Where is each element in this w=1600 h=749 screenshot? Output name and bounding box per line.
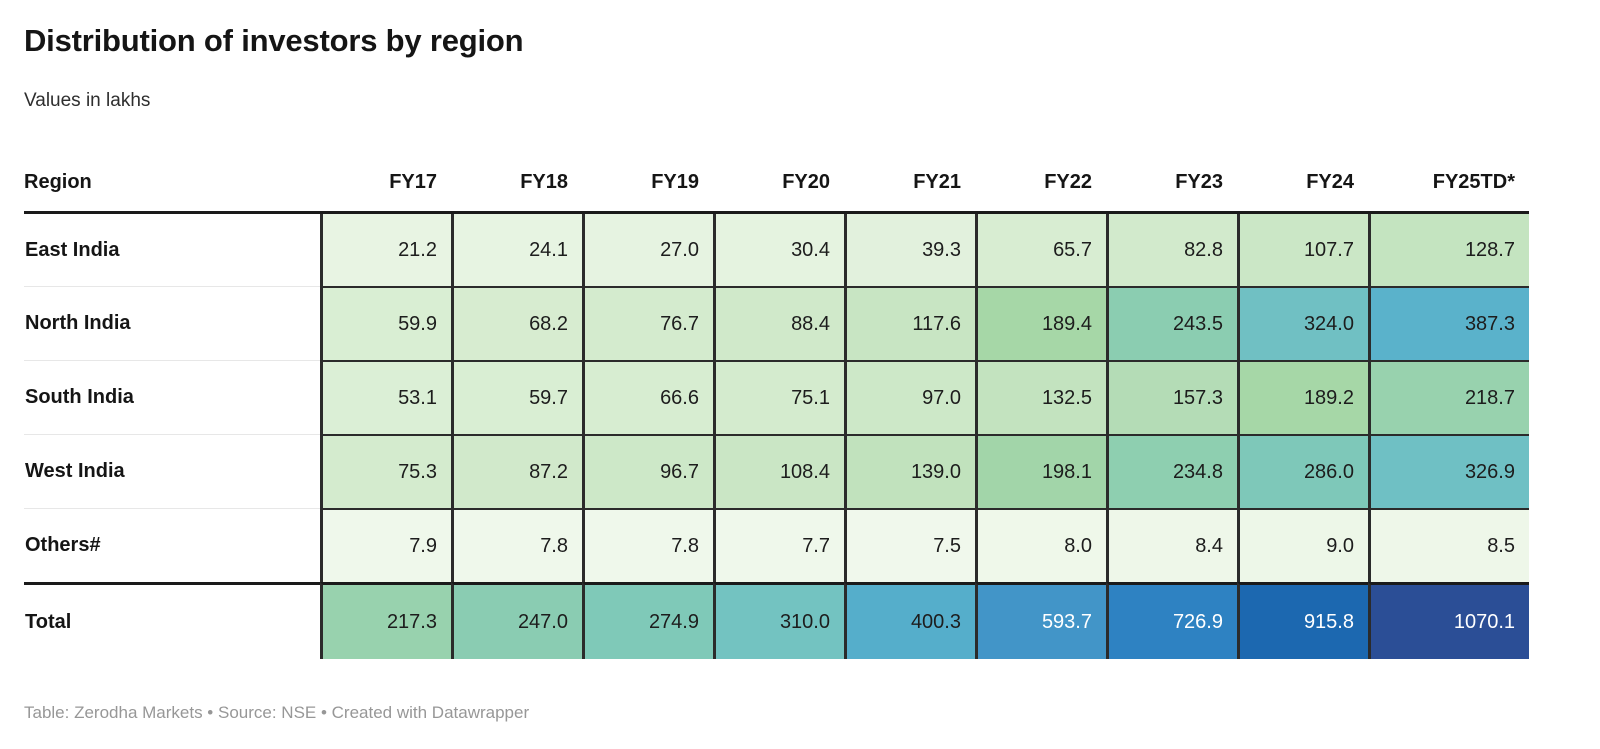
value-cell: 108.4 <box>713 434 844 508</box>
row-label: West India <box>24 434 320 508</box>
column-header-fy20: FY20 <box>713 161 844 214</box>
value-cell: 7.5 <box>844 508 975 582</box>
value-cell: 8.5 <box>1368 508 1529 582</box>
column-header-fy21: FY21 <box>844 161 975 214</box>
value-cell: 198.1 <box>975 434 1106 508</box>
value-cell: 310.0 <box>713 582 844 659</box>
column-header-fy22: FY22 <box>975 161 1106 214</box>
column-header-fy24: FY24 <box>1237 161 1368 214</box>
value-cell: 593.7 <box>975 582 1106 659</box>
value-cell: 286.0 <box>1237 434 1368 508</box>
value-cell: 387.3 <box>1368 286 1529 360</box>
column-header-fy23: FY23 <box>1106 161 1237 214</box>
value-cell: 39.3 <box>844 214 975 286</box>
table-row-total: Total 217.3 247.0 274.9 310.0 400.3 593.7 726.9… <box>24 582 1529 659</box>
value-cell: 59.9 <box>320 286 451 360</box>
value-cell: 139.0 <box>844 434 975 508</box>
value-cell: 30.4 <box>713 214 844 286</box>
value-cell: 915.8 <box>1237 582 1368 659</box>
value-cell: 66.6 <box>582 360 713 434</box>
value-cell: 21.2 <box>320 214 451 286</box>
value-cell: 7.7 <box>713 508 844 582</box>
value-cell: 87.2 <box>451 434 582 508</box>
investors-by-region-table: Region FY17 FY18 FY19 FY20 FY21 FY22 FY23 FY24 F… <box>24 161 1529 659</box>
value-cell: 97.0 <box>844 360 975 434</box>
value-cell: 9.0 <box>1237 508 1368 582</box>
value-cell: 132.5 <box>975 360 1106 434</box>
value-cell: 7.8 <box>582 508 713 582</box>
value-cell: 157.3 <box>1106 360 1237 434</box>
value-cell: 75.3 <box>320 434 451 508</box>
table-row: Others# 7.9 7.8 7.8 7.7 7.5 8.0 8.4 9.0 8.5 <box>24 508 1529 582</box>
chart-subtitle: Values in lakhs <box>24 90 151 111</box>
value-cell: 68.2 <box>451 286 582 360</box>
column-header-region: Region <box>24 161 320 214</box>
row-label: North India <box>24 286 320 360</box>
value-cell: 189.2 <box>1237 360 1368 434</box>
value-cell: 65.7 <box>975 214 1106 286</box>
table-row: West India 75.3 87.2 96.7 108.4 139.0 198.1 234… <box>24 434 1529 508</box>
value-cell: 8.4 <box>1106 508 1237 582</box>
value-cell: 8.0 <box>975 508 1106 582</box>
value-cell: 7.8 <box>451 508 582 582</box>
value-cell: 326.9 <box>1368 434 1529 508</box>
row-label: East India <box>24 214 320 286</box>
value-cell: 243.5 <box>1106 286 1237 360</box>
value-cell: 59.7 <box>451 360 582 434</box>
header-row: Region FY17 FY18 FY19 FY20 FY21 FY22 FY23 FY24 F… <box>24 161 1529 214</box>
value-cell: 76.7 <box>582 286 713 360</box>
table-body: East India 21.2 24.1 27.0 30.4 39.3 65.7 82.8 10… <box>24 214 1529 659</box>
value-cell: 75.1 <box>713 360 844 434</box>
row-label: South India <box>24 360 320 434</box>
value-cell: 234.8 <box>1106 434 1237 508</box>
value-cell: 117.6 <box>844 286 975 360</box>
value-cell: 88.4 <box>713 286 844 360</box>
value-cell: 189.4 <box>975 286 1106 360</box>
value-cell: 7.9 <box>320 508 451 582</box>
column-header-fy25td: FY25TD* <box>1368 161 1529 214</box>
value-cell: 247.0 <box>451 582 582 659</box>
value-cell: 96.7 <box>582 434 713 508</box>
value-cell: 1070.1 <box>1368 582 1529 659</box>
value-cell: 274.9 <box>582 582 713 659</box>
column-header-fy17: FY17 <box>320 161 451 214</box>
value-cell: 82.8 <box>1106 214 1237 286</box>
value-cell: 217.3 <box>320 582 451 659</box>
value-cell: 128.7 <box>1368 214 1529 286</box>
value-cell: 53.1 <box>320 360 451 434</box>
table-row: North India 59.9 68.2 76.7 88.4 117.6 189.4 243… <box>24 286 1529 360</box>
row-label: Total <box>24 582 320 659</box>
value-cell: 24.1 <box>451 214 582 286</box>
row-label: Others# <box>24 508 320 582</box>
column-header-fy19: FY19 <box>582 161 713 214</box>
table-row: East India 21.2 24.1 27.0 30.4 39.3 65.7 82.8 10… <box>24 214 1529 286</box>
value-cell: 726.9 <box>1106 582 1237 659</box>
page-title: Distribution of investors by region <box>24 23 524 58</box>
value-cell: 218.7 <box>1368 360 1529 434</box>
value-cell: 324.0 <box>1237 286 1368 360</box>
value-cell: 400.3 <box>844 582 975 659</box>
value-cell: 27.0 <box>582 214 713 286</box>
chart-footer-attribution: Table: Zerodha Markets • Source: NSE • C… <box>24 703 530 722</box>
column-header-fy18: FY18 <box>451 161 582 214</box>
table-header: Region FY17 FY18 FY19 FY20 FY21 FY22 FY23 FY24 F… <box>24 161 1529 214</box>
value-cell: 107.7 <box>1237 214 1368 286</box>
table-row: South India 53.1 59.7 66.6 75.1 97.0 132.5 157.… <box>24 360 1529 434</box>
